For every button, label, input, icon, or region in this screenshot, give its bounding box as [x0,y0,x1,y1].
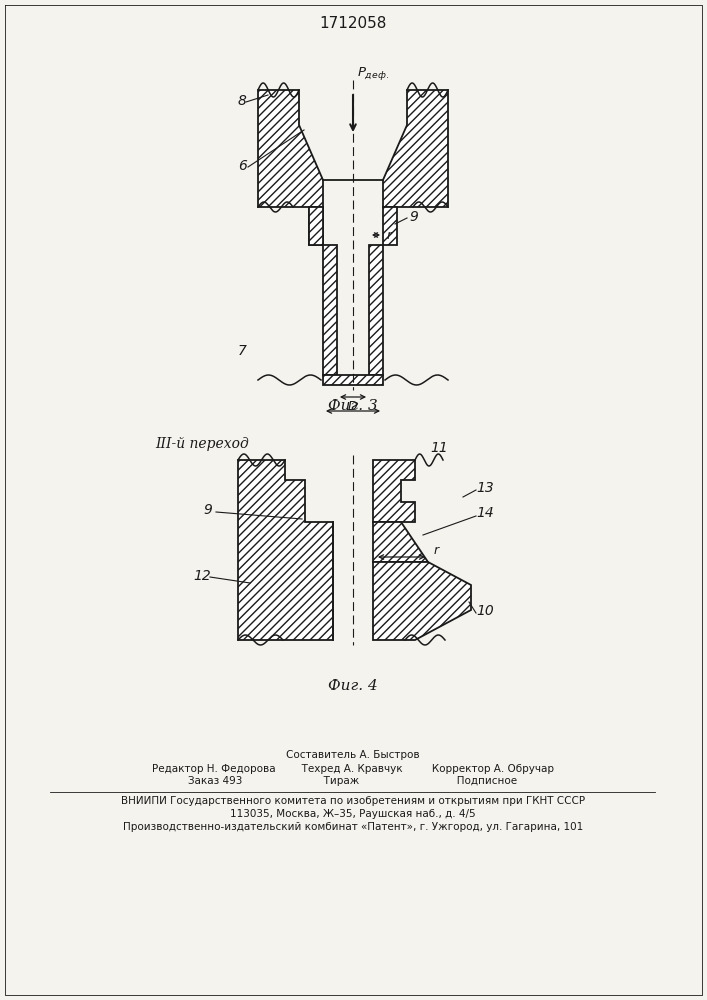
Text: 7: 7 [238,344,247,358]
Text: 9: 9 [203,503,212,517]
Text: 6: 6 [238,159,247,173]
Text: 8: 8 [238,94,247,108]
Text: Заказ 493                         Тираж                              Подписное: Заказ 493 Тираж Подписное [189,776,518,786]
Polygon shape [373,522,428,562]
Polygon shape [383,207,397,245]
Text: Составитель А. Быстров: Составитель А. Быстров [286,750,420,760]
Text: 12: 12 [193,569,211,583]
Polygon shape [309,207,323,245]
Text: $P_{деф.}$: $P_{деф.}$ [357,65,389,82]
Text: 11: 11 [430,441,448,455]
Polygon shape [323,375,383,385]
Text: ВНИИПИ Государственного комитета по изобретениям и открытиям при ГКНТ СССР: ВНИИПИ Государственного комитета по изоб… [121,796,585,806]
Text: Редактор Н. Федорова        Техред А. Кравчук         Корректор А. Обручар: Редактор Н. Федорова Техред А. Кравчук К… [152,764,554,774]
Polygon shape [373,562,471,640]
Text: 113035, Москва, Ж–35, Раушская наб., д. 4/5: 113035, Москва, Ж–35, Раушская наб., д. … [230,809,476,819]
Text: D: D [348,400,358,413]
Text: 10: 10 [476,604,493,618]
Text: 9: 9 [409,210,418,224]
Text: Фиг. 4: Фиг. 4 [328,679,378,693]
Polygon shape [369,245,383,375]
Polygon shape [323,245,337,375]
Text: Фиг. 3: Фиг. 3 [328,399,378,413]
Text: 1712058: 1712058 [320,16,387,31]
Polygon shape [258,90,323,207]
Text: 13: 13 [476,481,493,495]
Text: 14: 14 [476,506,493,520]
Text: r: r [434,544,439,557]
Text: r: r [387,229,392,242]
Polygon shape [309,207,323,245]
Text: III-й переход: III-й переход [155,437,249,451]
Polygon shape [238,460,333,640]
Polygon shape [373,460,415,522]
Polygon shape [383,90,448,207]
Text: Производственно-издательский комбинат «Патент», г. Ужгород, ул. Гагарина, 101: Производственно-издательский комбинат «П… [123,822,583,832]
